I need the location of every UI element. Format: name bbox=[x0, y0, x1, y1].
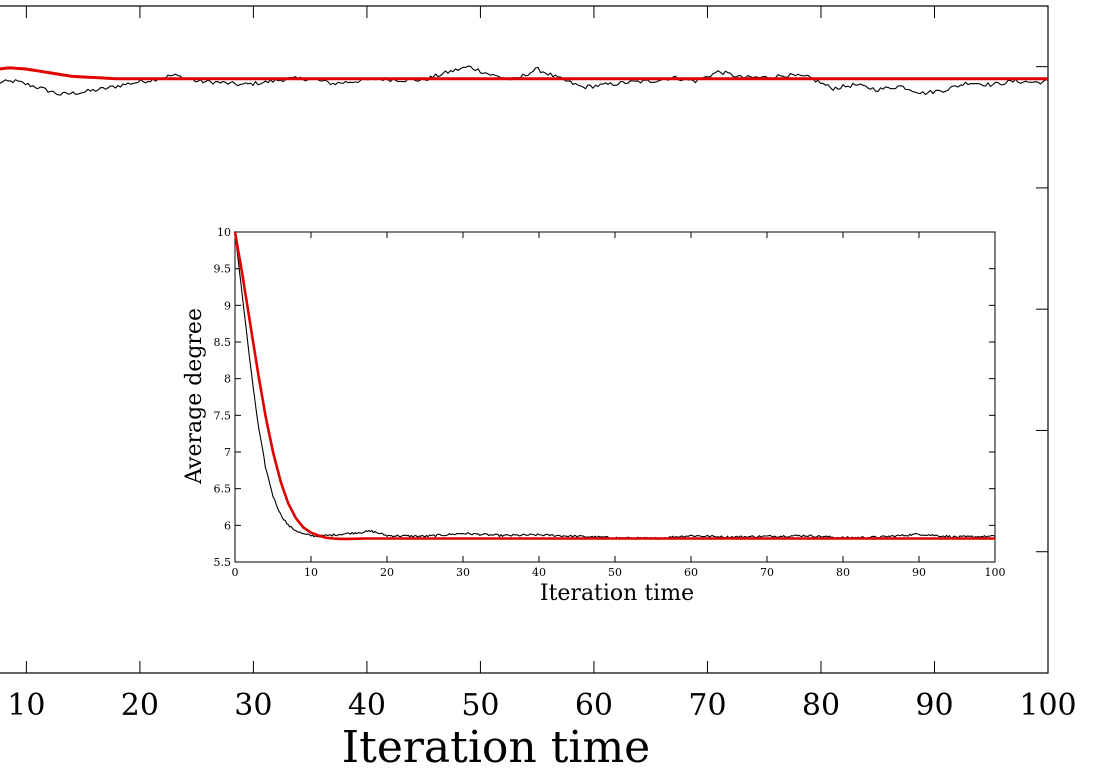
inset-y-tick-labels: 5.5 6 6.5 7 7.5 8 8.5 9 9.5 10 bbox=[214, 226, 232, 569]
inset-x-tick-labels: 0 10 20 30 40 50 60 70 80 90 100 bbox=[232, 566, 1006, 579]
main-x-tick-label: 100 bbox=[1019, 688, 1076, 723]
main-x-tick-label: 60 bbox=[575, 688, 613, 723]
inset-x-tick-label: 90 bbox=[912, 566, 926, 579]
inset-y-tick-label: 5.5 bbox=[214, 556, 232, 569]
inset-x-axis-label: Iteration time bbox=[540, 581, 694, 606]
inset-y-tick-label: 9 bbox=[224, 299, 231, 312]
inset-x-tick-label: 0 bbox=[232, 566, 239, 579]
inset-x-tick-label: 10 bbox=[304, 566, 318, 579]
main-x-tick-label: 20 bbox=[121, 688, 159, 723]
main-x-axis-label: Iteration time bbox=[342, 722, 650, 769]
main-x-tick-label: 90 bbox=[915, 688, 953, 723]
inset-y-tick-label: 6.5 bbox=[214, 483, 232, 496]
inset-x-tick-label: 100 bbox=[985, 566, 1006, 579]
main-series-black-line bbox=[0, 65, 1049, 96]
main-x-tick-labels: 10 20 30 40 50 60 70 80 90 100 bbox=[7, 688, 1076, 723]
inset-y-tick-label: 7 bbox=[224, 446, 231, 459]
inset-y-tick-label: 6 bbox=[224, 519, 231, 532]
main-x-tick-label: 50 bbox=[461, 688, 499, 723]
main-x-tick-label: 40 bbox=[348, 688, 386, 723]
main-x-tick-label: 10 bbox=[7, 688, 45, 723]
inset-plot-area bbox=[234, 231, 996, 563]
inset-x-tick-label: 80 bbox=[836, 566, 850, 579]
inset-y-tick-label: 8 bbox=[224, 373, 231, 386]
inset-y-tick-label: 9.5 bbox=[214, 263, 232, 276]
inset-y-tick-label: 10 bbox=[217, 226, 231, 239]
inset-y-tick-label: 7.5 bbox=[214, 409, 232, 422]
inset-series-group bbox=[233, 231, 996, 541]
inset-y-axis-label: Average degree bbox=[182, 308, 207, 485]
inset-chart: 0 10 20 30 40 50 60 70 80 90 100 5.5 6 6.5 7 7.5 8 8.5 9 9… bbox=[182, 226, 1006, 606]
inset-series-red-line bbox=[233, 231, 995, 541]
inset-y-tick-label: 8.5 bbox=[214, 336, 232, 349]
inset-x-tick-label: 20 bbox=[380, 566, 394, 579]
main-x-tick-label: 70 bbox=[688, 688, 726, 723]
main-series-red-line bbox=[0, 66, 1048, 81]
main-chart: 10 20 30 40 50 60 70 80 90 100 Iteration time bbox=[0, 5, 1077, 769]
main-x-tick-label: 80 bbox=[802, 688, 840, 723]
main-x-tick-label: 30 bbox=[234, 688, 272, 723]
inset-x-tick-label: 30 bbox=[456, 566, 470, 579]
inset-x-tick-label: 60 bbox=[684, 566, 698, 579]
inset-x-tick-label: 50 bbox=[608, 566, 622, 579]
main-series-group bbox=[0, 65, 1049, 96]
inset-x-tick-label: 70 bbox=[760, 566, 774, 579]
main-plot-area bbox=[0, 5, 1049, 674]
main-frame bbox=[0, 5, 1049, 674]
inset-x-tick-label: 40 bbox=[532, 566, 546, 579]
inset-background bbox=[235, 232, 995, 562]
